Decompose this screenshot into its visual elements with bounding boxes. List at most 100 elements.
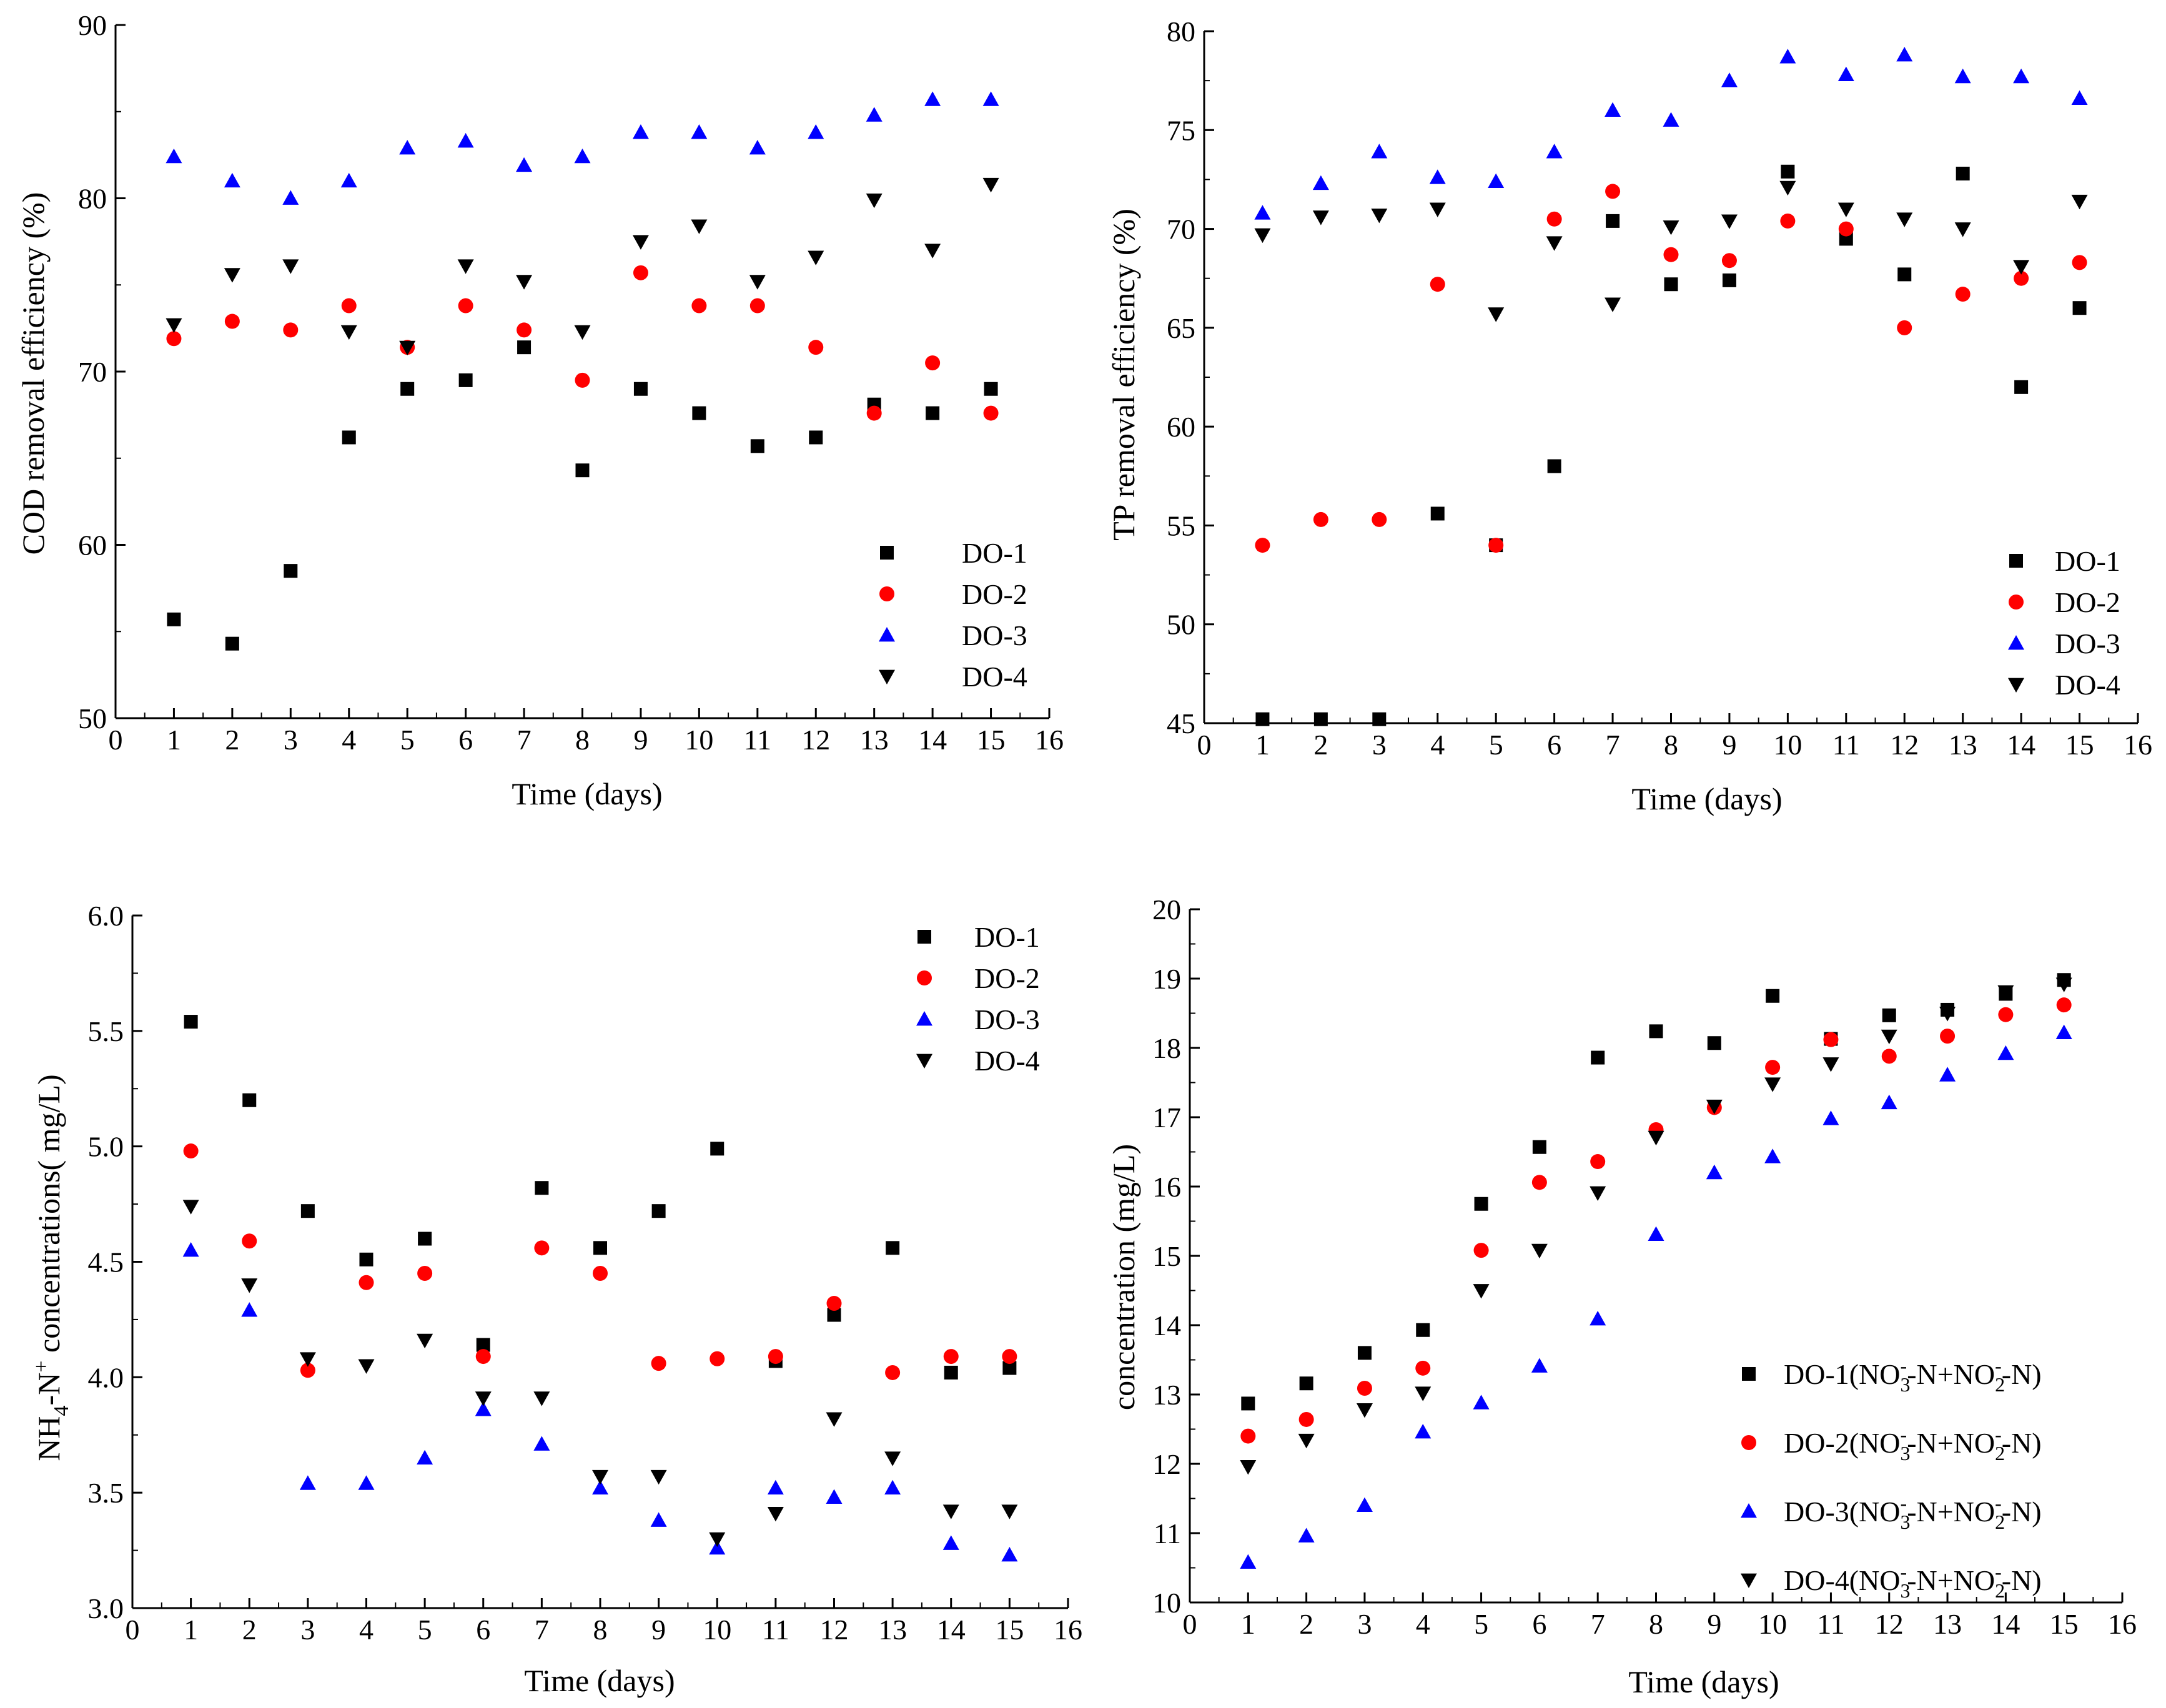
nox-x-tick-label: 1	[1241, 1608, 1255, 1640]
tp-x-tick-label: 4	[1430, 729, 1445, 761]
nh4-y-tick-label: 3.5	[88, 1477, 124, 1509]
cod-x-tick-label: 16	[1035, 724, 1064, 756]
tp-do-1-point	[1372, 712, 1387, 726]
tp-do-3-point	[2071, 90, 2088, 106]
nh4-x-tick-label: 11	[762, 1614, 789, 1646]
cod-do-3-point	[924, 91, 941, 106]
tp-do-2-point	[1605, 184, 1621, 199]
nox-do-4-point	[1473, 1284, 1490, 1299]
nox-y-tick-label: 20	[1152, 894, 1181, 926]
nh4-y-tick-label: 3.0	[88, 1592, 124, 1624]
nh4-do-3-point	[709, 1539, 726, 1555]
cod-do-2-point	[458, 298, 473, 313]
nox-x-tick-label: 9	[1707, 1608, 1721, 1640]
tp-x-tick-label: 2	[1313, 729, 1328, 761]
tp-x-tick-label: 1	[1255, 729, 1270, 761]
legend-label-part: -N)	[2002, 1564, 2042, 1596]
legend-label-part: -	[1995, 1355, 2002, 1377]
nh4-do-4-point	[884, 1451, 901, 1466]
cod-legend-label-do-1: DO-1	[962, 537, 1027, 569]
cod-legend-label-do-2: DO-2	[962, 578, 1027, 610]
nh4-do-2-point	[651, 1356, 666, 1371]
nh4-x-tick-label: 12	[820, 1614, 849, 1646]
nh4-do-4-point	[826, 1412, 843, 1427]
tp-y-tick-label: 45	[1167, 708, 1195, 739]
nh4-y-tick-label: 4.5	[88, 1246, 124, 1278]
nox-do-3-point	[1822, 1110, 1839, 1125]
tp-do-3-point	[1312, 175, 1329, 190]
nh4-x-tick-label: 2	[242, 1614, 257, 1646]
nh4-do-4-point	[358, 1359, 375, 1374]
tp-x-tick-label: 14	[2007, 729, 2035, 761]
cod-do-3-point	[691, 124, 708, 139]
tp-do-4-point	[1896, 212, 1913, 227]
nox-legend-label-do-4: DO-4(NO3--N+NO2--N)	[1784, 1561, 2042, 1602]
nox-do-2-point	[1998, 1007, 2014, 1022]
tp-x-tick-label: 7	[1606, 729, 1620, 761]
tp-x-tick-label: 0	[1197, 729, 1212, 761]
nh4-do-4-point	[299, 1352, 316, 1367]
tp-do-2-point	[1663, 247, 1679, 262]
nh4-x-tick-label: 5	[418, 1614, 432, 1646]
cod-do-3-point	[574, 148, 591, 164]
nh4-do-1-point	[1002, 1361, 1017, 1375]
cod-do-4-point	[516, 275, 533, 290]
nox-do-3-point	[1473, 1395, 1490, 1409]
cod-x-tick-label: 10	[685, 724, 713, 756]
tp-legend-marker-do-4	[2008, 678, 2024, 693]
nh4-do-1-point	[300, 1204, 315, 1218]
nh4-do-4-point	[475, 1391, 492, 1406]
legend-label-part: 2	[1995, 1511, 2005, 1533]
legend-label-part: -	[1901, 1492, 1907, 1514]
nox-do-4-point	[2055, 977, 2072, 992]
tp-do-2-point	[2014, 270, 2029, 286]
cod-x-tick-label: 1	[167, 724, 181, 756]
tp-do-4-point	[1371, 209, 1388, 224]
tp-do-2-point	[1780, 213, 1796, 229]
nox-y-tick-label: 18	[1152, 1032, 1181, 1064]
tp-do-3-point	[1429, 169, 1446, 184]
nox-do-4-point	[1706, 1099, 1723, 1115]
nh4-do-1-point	[535, 1181, 549, 1195]
tp-do-2-point	[1430, 277, 1445, 292]
cod-x-axis-title: Time (days)	[512, 776, 662, 811]
cod-do-2-point	[925, 355, 941, 371]
nox-do-2-point	[1531, 1175, 1547, 1190]
nox-do-3-point	[1590, 1311, 1606, 1326]
nh4-ylabel-part-a: NH	[31, 1416, 66, 1461]
cod-x-tick-label: 3	[284, 724, 298, 756]
cod-x-tick-label: 4	[342, 724, 356, 756]
tp-do-2-point	[1838, 221, 1854, 237]
nox-do-2-point	[1473, 1243, 1489, 1258]
legend-label-part: 2	[1995, 1579, 2005, 1602]
nox-legend-label-do-1: DO-1(NO3--N+NO2--N)	[1784, 1355, 2042, 1396]
nox-do-2-point	[1940, 1029, 1956, 1044]
tp-do-4-point	[1546, 236, 1563, 251]
nh4-do-4-point	[417, 1333, 433, 1349]
nh4-x-tick-label: 10	[703, 1614, 731, 1646]
nh4-ylabel-part-c: -N	[31, 1373, 66, 1406]
cod-do-1-point	[692, 406, 706, 420]
nox-do-4-point	[1298, 1433, 1315, 1449]
tp-do-4-point	[1429, 202, 1446, 217]
tp-x-tick-label: 3	[1372, 729, 1387, 761]
nh4-do-4-point	[650, 1469, 667, 1485]
nox-x-tick-label: 2	[1299, 1608, 1313, 1640]
nh4-legend-marker-do-2	[917, 970, 932, 985]
nh4-do-3-point	[417, 1449, 433, 1465]
cod-do-4-point	[574, 325, 591, 340]
tp-legend-marker-do-2	[2009, 595, 2024, 610]
nh4-x-tick-label: 4	[359, 1614, 373, 1646]
tp-do-4-point	[1954, 222, 1971, 237]
nh4-do-3-point	[241, 1302, 258, 1317]
tp-do-4-point	[1312, 210, 1329, 225]
legend-label-part: -	[1995, 1423, 2002, 1446]
nox-y-tick-label: 11	[1154, 1518, 1181, 1549]
cod-do-2-point	[517, 322, 532, 338]
nh4-do-3-point	[299, 1475, 316, 1490]
tp-x-tick-label: 12	[1890, 729, 1919, 761]
nox-do-2-point	[1881, 1049, 1897, 1064]
nox-do-2-point	[1357, 1381, 1372, 1396]
tp-x-tick-label: 5	[1489, 729, 1503, 761]
